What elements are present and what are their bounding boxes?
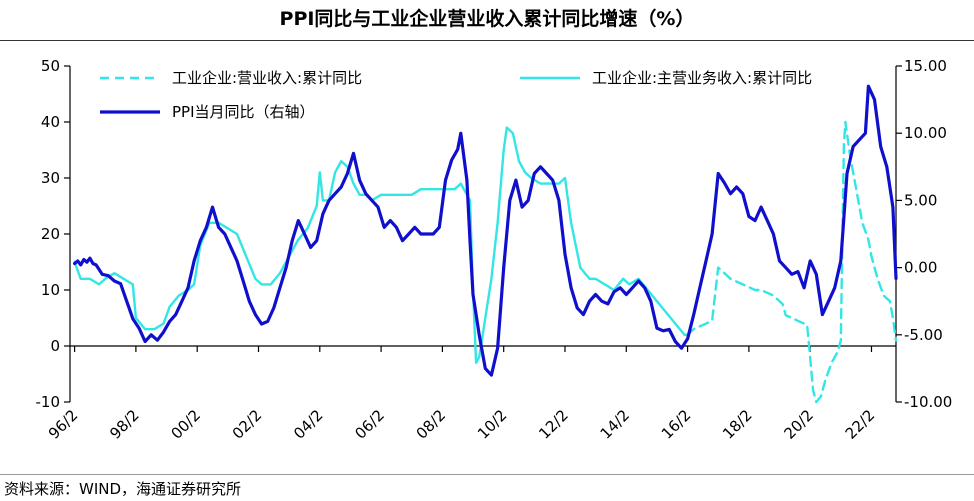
x-tick-label: 04/2: [290, 406, 327, 443]
x-tick-label: 00/2: [167, 406, 204, 443]
x-tick-label: 98/2: [106, 406, 143, 443]
title-divider: [0, 40, 974, 41]
chart-title: PPI同比与工业企业营业收入累计同比增速（%）: [279, 8, 695, 30]
x-tick-label: 20/2: [780, 406, 817, 443]
x-tick-label: 96/2: [45, 406, 82, 443]
x-tick-label: 16/2: [658, 406, 695, 443]
left-y-tick-label: 40: [41, 113, 60, 131]
legend-item-ppi-label: PPI当月同比（右轴）: [172, 103, 315, 121]
x-tick-label: 06/2: [351, 406, 388, 443]
left-y-tick-label: 50: [41, 57, 60, 75]
left-y-tick-label: -10: [36, 393, 61, 411]
legend-item-main-revenue-label: 工业企业:主营业务收入:累计同比: [592, 69, 812, 87]
x-tick-label: 14/2: [597, 406, 634, 443]
right-y-tick-label: 15.00: [904, 57, 947, 75]
right-y-tick-label: -5.00: [904, 326, 943, 344]
left-y-tick-label: 30: [41, 169, 60, 187]
left-y-tick-label: 20: [41, 225, 60, 243]
x-tick-label: 18/2: [719, 406, 756, 443]
source-note: 资料来源：WIND，海通证券研究所: [4, 480, 242, 498]
right-y-tick-label: 10.00: [904, 124, 947, 142]
series-line-revenue-dashed: [686, 120, 898, 404]
right-y-tick-label: 0.00: [904, 259, 937, 277]
x-tick-label: 08/2: [413, 406, 450, 443]
x-tick-label: 10/2: [474, 406, 511, 443]
legend: 工业企业:营业收入:累计同比 工业企业:主营业务收入:累计同比 PPI当月同比（右轴…: [100, 69, 812, 121]
right-y-tick-label: 5.00: [904, 191, 937, 209]
series-group: [72, 84, 898, 404]
left-y-tick-label: 0: [50, 337, 60, 355]
source-divider: [0, 474, 974, 475]
x-tick-label: 22/2: [842, 406, 879, 443]
x-tick-label: 02/2: [229, 406, 266, 443]
right-y-tick-label: -10.00: [904, 393, 952, 411]
left-y-tick-label: 10: [41, 281, 60, 299]
series-line-ppi: [72, 84, 898, 377]
x-tick-label: 12/2: [535, 406, 572, 443]
legend-item-revenue-dashed-label: 工业企业:营业收入:累计同比: [172, 69, 362, 87]
